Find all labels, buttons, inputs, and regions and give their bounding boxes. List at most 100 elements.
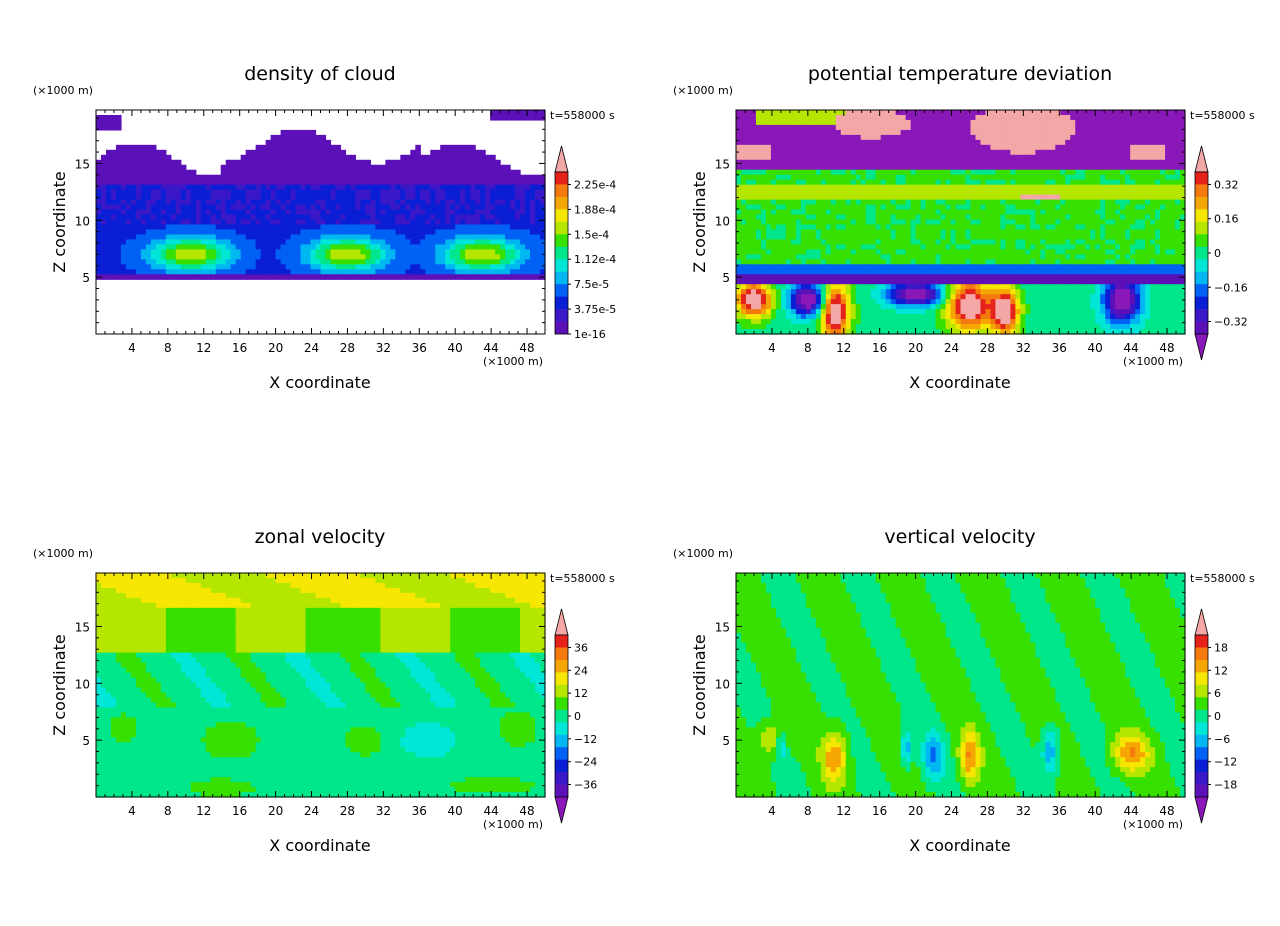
y-tick-label: 5 — [722, 271, 730, 285]
colorbar-label: 12 — [574, 687, 588, 700]
x-tick-label: 24 — [944, 804, 959, 818]
colorbar-swatch — [555, 734, 568, 748]
colorbar-min-arrow — [1194, 796, 1209, 824]
colorbar-swatch — [1195, 709, 1208, 723]
colorbar-label: 36 — [574, 641, 588, 654]
x-tick-label: 8 — [804, 341, 812, 355]
chart-title: vertical velocity — [884, 526, 1035, 548]
y-tick-label: 15 — [715, 620, 730, 634]
colorbar-label: −24 — [574, 756, 597, 769]
colorbar-label: −0.32 — [1214, 316, 1248, 329]
colorbar-label: 3.75e-5 — [574, 303, 616, 316]
field-plot — [736, 110, 1186, 335]
x-tick-label: 40 — [448, 804, 463, 818]
x-tick-label: 48 — [1159, 341, 1174, 355]
x-tick-label: 36 — [412, 804, 427, 818]
time-label: t=558000 s — [1190, 109, 1255, 122]
colorbar-label: −18 — [1214, 779, 1237, 792]
colorbar-label: 1.12e-4 — [574, 253, 616, 266]
colorbar-swatch — [1195, 759, 1208, 773]
y-axis-label: Z coordinate — [690, 634, 709, 735]
colorbar-swatch — [1195, 772, 1208, 785]
x-tick-label: 36 — [1052, 804, 1067, 818]
colorbar-swatch — [555, 284, 568, 297]
x-tick-label: 40 — [1088, 804, 1103, 818]
x-tick-label: 12 — [196, 804, 211, 818]
colorbar-max-arrow — [1194, 145, 1209, 173]
chart-panel-3: zonal velocity (×1000 m) (×1000 m) t=558000… — [33, 526, 615, 855]
colorbar: 0.32 0.16 0 −0.16 −0.32 — [1194, 145, 1248, 361]
chart-title: density of cloud — [244, 63, 396, 85]
y-axis-label: Z coordinate — [50, 171, 69, 272]
x-tick-label: 16 — [232, 804, 247, 818]
x-tick-label: 16 — [872, 804, 887, 818]
x-tick-label: 24 — [304, 804, 319, 818]
x-tick-label: 16 — [872, 341, 887, 355]
colorbar-swatch — [1195, 734, 1208, 748]
x-tick-label: 44 — [483, 341, 498, 355]
x-tick-label: 48 — [519, 804, 534, 818]
y-tick-label: 10 — [715, 677, 730, 691]
colorbar-label: 6 — [1214, 687, 1221, 700]
x-tick-label: 44 — [483, 804, 498, 818]
colorbar-swatch — [555, 221, 568, 235]
y-tick-label: 15 — [75, 157, 90, 171]
colorbar-label: 0.16 — [1214, 213, 1239, 226]
x-unit-label: (×1000 m) — [1123, 818, 1183, 831]
colorbar-swatch — [555, 759, 568, 773]
x-tick-label: 12 — [196, 341, 211, 355]
colorbar-swatch — [555, 196, 568, 210]
x-tick-label: 4 — [768, 804, 776, 818]
x-tick-label: 8 — [804, 804, 812, 818]
colorbar-label: 24 — [574, 664, 588, 677]
colorbar-swatch — [555, 321, 568, 335]
x-unit-label: (×1000 m) — [483, 818, 543, 831]
x-tick-label: 8 — [164, 341, 172, 355]
x-tick-label: 32 — [376, 341, 391, 355]
colorbar-swatch — [555, 271, 568, 285]
colorbar-swatch — [1195, 234, 1208, 248]
field-plot — [96, 573, 546, 798]
colorbar-label: 0 — [1214, 247, 1221, 260]
colorbar-label: 0.32 — [1214, 178, 1239, 191]
colorbar-swatch — [555, 722, 568, 735]
x-tick-label: 40 — [448, 341, 463, 355]
colorbar-swatch — [1195, 684, 1208, 698]
colorbar-swatch — [1195, 659, 1208, 673]
colorbar-swatch — [1195, 722, 1208, 735]
colorbar-label: −36 — [574, 779, 597, 792]
colorbar-swatch — [555, 309, 568, 322]
x-tick-label: 32 — [376, 804, 391, 818]
colorbar-swatch — [555, 684, 568, 698]
x-tick-label: 36 — [412, 341, 427, 355]
colorbar-label: −12 — [574, 733, 597, 746]
x-tick-label: 28 — [340, 341, 355, 355]
x-tick-label: 4 — [128, 804, 136, 818]
y-unit-label: (×1000 m) — [33, 547, 93, 560]
colorbar-swatch — [1195, 635, 1208, 648]
y-tick-label: 15 — [75, 620, 90, 634]
colorbar-swatch — [1195, 221, 1208, 235]
x-unit-label: (×1000 m) — [483, 355, 543, 368]
x-axis-label: X coordinate — [269, 373, 370, 392]
chart-panel-4: vertical velocity (×1000 m) (×1000 m) t=558… — [673, 526, 1255, 855]
colorbar-swatch — [1195, 209, 1208, 223]
colorbar-swatch — [1195, 196, 1208, 210]
x-tick-label: 4 — [768, 341, 776, 355]
x-tick-label: 28 — [980, 804, 995, 818]
colorbar-swatch — [1195, 309, 1208, 322]
colorbar-label: 1e-16 — [574, 328, 606, 341]
colorbar-frame — [554, 171, 569, 335]
colorbar-swatch — [555, 709, 568, 723]
chart-title: zonal velocity — [255, 526, 386, 548]
x-tick-label: 44 — [1123, 804, 1138, 818]
colorbar-label: −0.16 — [1214, 281, 1248, 294]
colorbar-swatch — [555, 784, 568, 798]
colorbar-swatch — [555, 246, 568, 260]
x-tick-label: 16 — [232, 341, 247, 355]
chart-title: potential temperature deviation — [808, 63, 1112, 85]
chart-panel-1: density of cloud (×1000 m) (×1000 m) t=5580… — [33, 63, 616, 392]
colorbar-label: 0 — [574, 710, 581, 723]
colorbar-swatch — [1195, 271, 1208, 285]
